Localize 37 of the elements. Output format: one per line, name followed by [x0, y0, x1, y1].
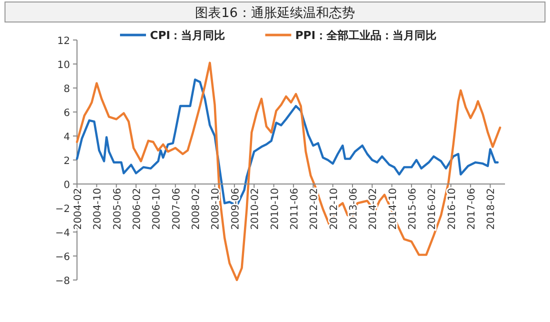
- x-tick-label: 2017-06: [466, 188, 478, 230]
- legend-label: PPI：全部工业品：当月同比: [295, 29, 436, 42]
- x-tick-label: 2011-06: [289, 188, 300, 230]
- x-tick-label: 2010-02: [250, 188, 262, 230]
- x-tick-label: 2012-10: [328, 188, 340, 230]
- legend-label: CPI：当月同比: [150, 29, 226, 42]
- line-series: [76, 62, 502, 282]
- x-tick-label: 2006-10: [152, 188, 163, 230]
- x-tick-label: 2004-02: [73, 188, 84, 230]
- y-tick-label: −2: [55, 204, 70, 215]
- chart-title: 图表16：通胀延续温和态势: [195, 6, 355, 21]
- x-tick-label: 2018-02: [486, 188, 498, 230]
- x-tick-label: 2014-10: [388, 188, 399, 230]
- x-tick-label: 2013-06: [348, 188, 360, 230]
- y-tick-label: 10: [57, 60, 70, 71]
- y-tick-label: −4: [55, 228, 70, 239]
- y-tick-label: 6: [64, 108, 70, 119]
- y-tick-label: 12: [57, 36, 70, 47]
- x-tick-label: 2012-02: [309, 188, 320, 230]
- x-tick-label: 2006-02: [132, 188, 144, 230]
- x-tick-label: 2014-02: [368, 188, 380, 230]
- y-tick-label: 2: [64, 156, 70, 167]
- y-tick-label: 8: [64, 84, 70, 95]
- x-tick-label: 2008-10: [210, 188, 222, 230]
- x-tick-label: 2005-06: [112, 188, 124, 230]
- x-tick-label: 2004-10: [92, 188, 104, 230]
- y-tick-label: 0: [64, 180, 70, 191]
- x-tick-label: 2007-06: [171, 188, 182, 230]
- x-tick-label: 2015-06: [408, 188, 419, 230]
- x-tick-label: 2009-06: [230, 188, 242, 230]
- y-tick-label: 4: [64, 132, 70, 143]
- x-tick-label: 2008-02: [191, 188, 202, 230]
- y-tick-label: −8: [55, 276, 70, 287]
- y-tick-label: −6: [55, 252, 70, 263]
- x-tick-label: 2010-10: [270, 188, 281, 230]
- x-tick-label: 2016-10: [446, 188, 458, 230]
- x-tick-label: 2016-02: [427, 188, 438, 230]
